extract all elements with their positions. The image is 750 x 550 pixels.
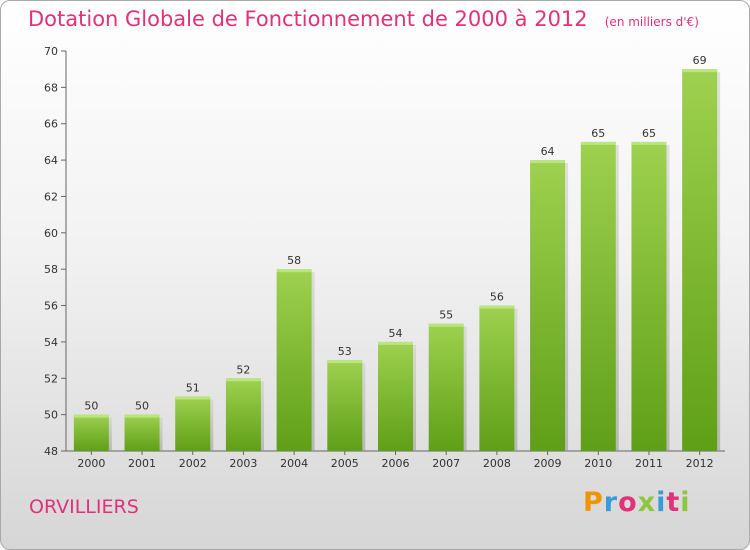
data-label: 51 <box>186 381 200 394</box>
bar-highlight <box>175 396 211 400</box>
x-tick-label: 2007 <box>432 457 460 470</box>
bar-2005 <box>327 360 363 451</box>
bar-highlight <box>276 269 312 273</box>
bar-2011 <box>631 141 667 451</box>
bar-highlight <box>682 69 718 73</box>
bar-highlight <box>530 160 566 164</box>
data-label: 50 <box>84 400 98 413</box>
x-tick-label: 2003 <box>229 457 257 470</box>
proxiti-logo: Proxiti <box>583 487 691 518</box>
y-tick-label: 60 <box>44 227 58 240</box>
bar-2002 <box>175 396 211 451</box>
bar-2000 <box>73 414 109 451</box>
bar-highlight <box>428 323 464 327</box>
bar-highlight <box>327 360 363 364</box>
x-tick-label: 2005 <box>331 457 359 470</box>
chart-title: Dotation Globale de Fonctionnement de 20… <box>28 7 699 31</box>
bar-highlight <box>124 414 160 418</box>
data-label: 55 <box>439 309 453 322</box>
bar-highlight <box>631 141 667 145</box>
x-tick-label: 2001 <box>128 457 156 470</box>
y-tick-label: 52 <box>44 372 58 385</box>
bar-2004 <box>276 269 312 451</box>
x-tick-label: 2011 <box>635 457 663 470</box>
data-label: 53 <box>338 345 352 358</box>
bar-highlight <box>378 341 413 345</box>
data-label: 64 <box>541 145 555 158</box>
bar-2012 <box>682 69 718 451</box>
bar-2001 <box>124 414 160 451</box>
town-name: ORVILLIERS <box>29 496 139 518</box>
x-tick-label: 2009 <box>534 457 562 470</box>
x-tick-label: 2002 <box>179 457 207 470</box>
x-tick-label: 2010 <box>584 457 612 470</box>
x-tick-label: 2000 <box>77 457 105 470</box>
bar-highlight <box>479 305 515 309</box>
data-label: 69 <box>693 54 707 67</box>
y-tick-label: 66 <box>44 118 58 131</box>
y-tick-label: 70 <box>44 45 58 58</box>
y-tick-label: 56 <box>44 300 58 313</box>
y-tick-label: 64 <box>44 154 58 167</box>
data-label: 50 <box>135 400 149 413</box>
title-text: Dotation Globale de Fonctionnement de 20… <box>28 7 588 31</box>
x-tick-label: 2008 <box>483 457 511 470</box>
y-tick-label: 48 <box>44 445 58 458</box>
bar-2007 <box>428 323 464 451</box>
bar-2003 <box>225 378 261 451</box>
title-unit: (en milliers d'€) <box>604 15 699 29</box>
bar-2009 <box>530 160 566 451</box>
data-label: 65 <box>591 127 605 140</box>
data-label: 58 <box>287 254 301 267</box>
bar-2008 <box>479 305 515 451</box>
x-tick-label: 2012 <box>686 457 714 470</box>
y-tick-label: 58 <box>44 263 58 276</box>
bar-highlight <box>73 414 109 418</box>
data-label: 65 <box>642 127 656 140</box>
y-tick-label: 62 <box>44 190 58 203</box>
bar-2010 <box>580 141 616 451</box>
data-label: 52 <box>236 363 250 376</box>
bar-highlight <box>225 378 261 382</box>
y-tick-label: 50 <box>44 409 58 422</box>
data-label: 56 <box>490 291 504 304</box>
data-label: 54 <box>389 327 403 340</box>
y-tick-label: 68 <box>44 81 58 94</box>
bar-highlight <box>580 141 616 145</box>
y-tick-label: 54 <box>44 336 58 349</box>
bar-2006 <box>378 341 413 451</box>
x-tick-label: 2004 <box>280 457 308 470</box>
x-tick-label: 2006 <box>382 457 410 470</box>
